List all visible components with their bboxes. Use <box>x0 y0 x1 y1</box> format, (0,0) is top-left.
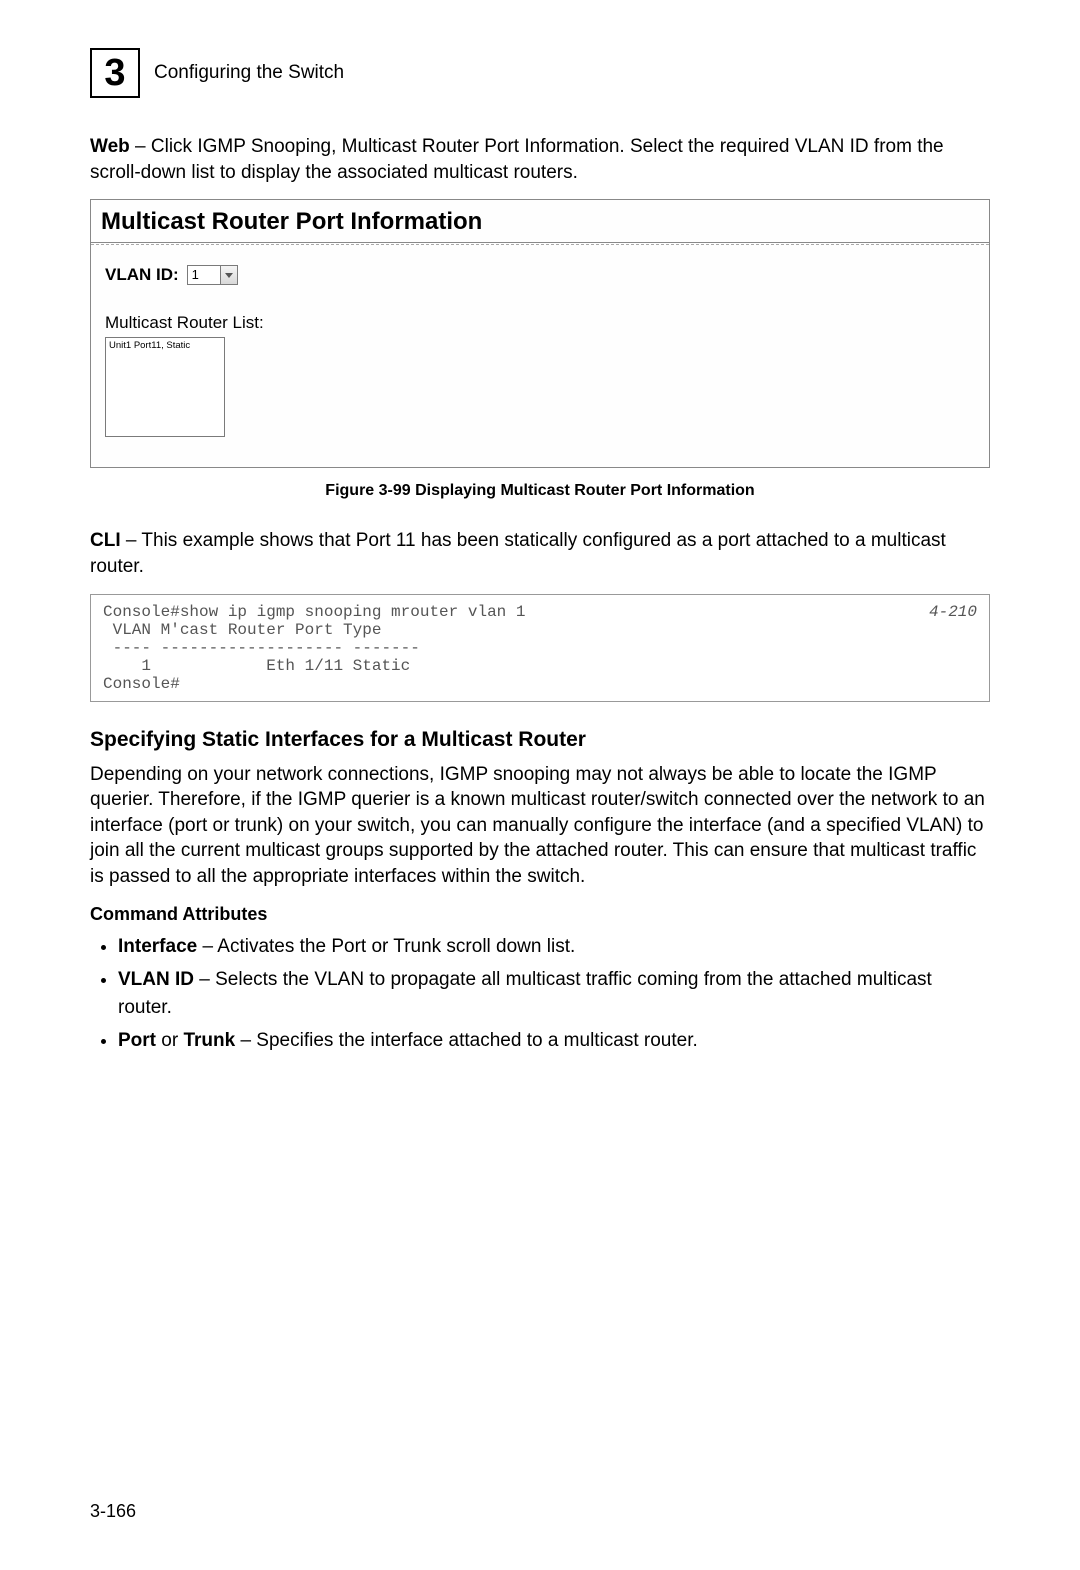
web-intro-text: – Click IGMP Snooping, Multicast Router … <box>90 136 944 183</box>
chapter-number-box: 3 <box>90 48 140 98</box>
chapter-title: Configuring the Switch <box>154 62 344 84</box>
cli-intro-paragraph: CLI – This example shows that Port 11 ha… <box>90 528 990 579</box>
vlan-id-dropdown[interactable]: 1 <box>187 265 238 285</box>
attr-text: – Specifies the interface attached to a … <box>235 1030 698 1051</box>
section-heading: Specifying Static Interfaces for a Multi… <box>90 728 990 752</box>
page-header: 3 Configuring the Switch <box>90 48 990 98</box>
figure-caption: Figure 3-99 Displaying Multicast Router … <box>90 482 990 500</box>
cli-page-ref: 4-210 <box>929 603 977 621</box>
panel-body: VLAN ID: 1 Multicast Router List: Unit1 … <box>91 243 989 467</box>
panel-title-bar: Multicast Router Port Information <box>91 200 989 243</box>
cli-label: CLI <box>90 530 121 551</box>
web-intro-paragraph: Web – Click IGMP Snooping, Multicast Rou… <box>90 134 990 185</box>
attr-item-interface: Interface – Activates the Port or Trunk … <box>118 933 990 961</box>
section-paragraph: Depending on your network connections, I… <box>90 762 990 890</box>
cli-intro-text: – This example shows that Port 11 has be… <box>90 530 946 577</box>
web-label: Web <box>90 136 130 157</box>
vlan-id-label: VLAN ID: <box>105 265 179 285</box>
attr-item-port-trunk: Port or Trunk – Specifies the interface … <box>118 1027 990 1055</box>
command-attributes-list: Interface – Activates the Port or Trunk … <box>90 933 990 1055</box>
ui-screenshot-panel: Multicast Router Port Information VLAN I… <box>90 199 990 468</box>
attr-label-trunk: Trunk <box>183 1030 235 1051</box>
page-number: 3-166 <box>90 1501 136 1522</box>
vlan-id-value: 1 <box>188 266 220 284</box>
chevron-down-icon <box>225 273 233 278</box>
cli-output-box: 4-210 Console#show ip igmp snooping mrout… <box>90 594 990 702</box>
multicast-router-listbox[interactable]: Unit1 Port11, Static <box>105 337 225 437</box>
attr-mid: or <box>156 1030 183 1051</box>
attr-label: Interface <box>118 936 197 957</box>
list-item[interactable]: Unit1 Port11, Static <box>109 340 221 351</box>
cli-lines: Console#show ip igmp snooping mrouter vl… <box>103 603 525 693</box>
attr-text: – Activates the Port or Trunk scroll dow… <box>197 936 575 957</box>
attr-text: – Selects the VLAN to propagate all mult… <box>118 969 932 1018</box>
multicast-router-list-label: Multicast Router List: <box>105 313 975 333</box>
attr-item-vlan-id: VLAN ID – Selects the VLAN to propagate … <box>118 966 990 1021</box>
vlan-id-row: VLAN ID: 1 <box>105 265 975 285</box>
command-attributes-heading: Command Attributes <box>90 904 990 925</box>
panel-title: Multicast Router Port Information <box>101 208 979 236</box>
dropdown-button[interactable] <box>220 266 237 284</box>
attr-label-port: Port <box>118 1030 156 1051</box>
attr-label: VLAN ID <box>118 969 194 990</box>
